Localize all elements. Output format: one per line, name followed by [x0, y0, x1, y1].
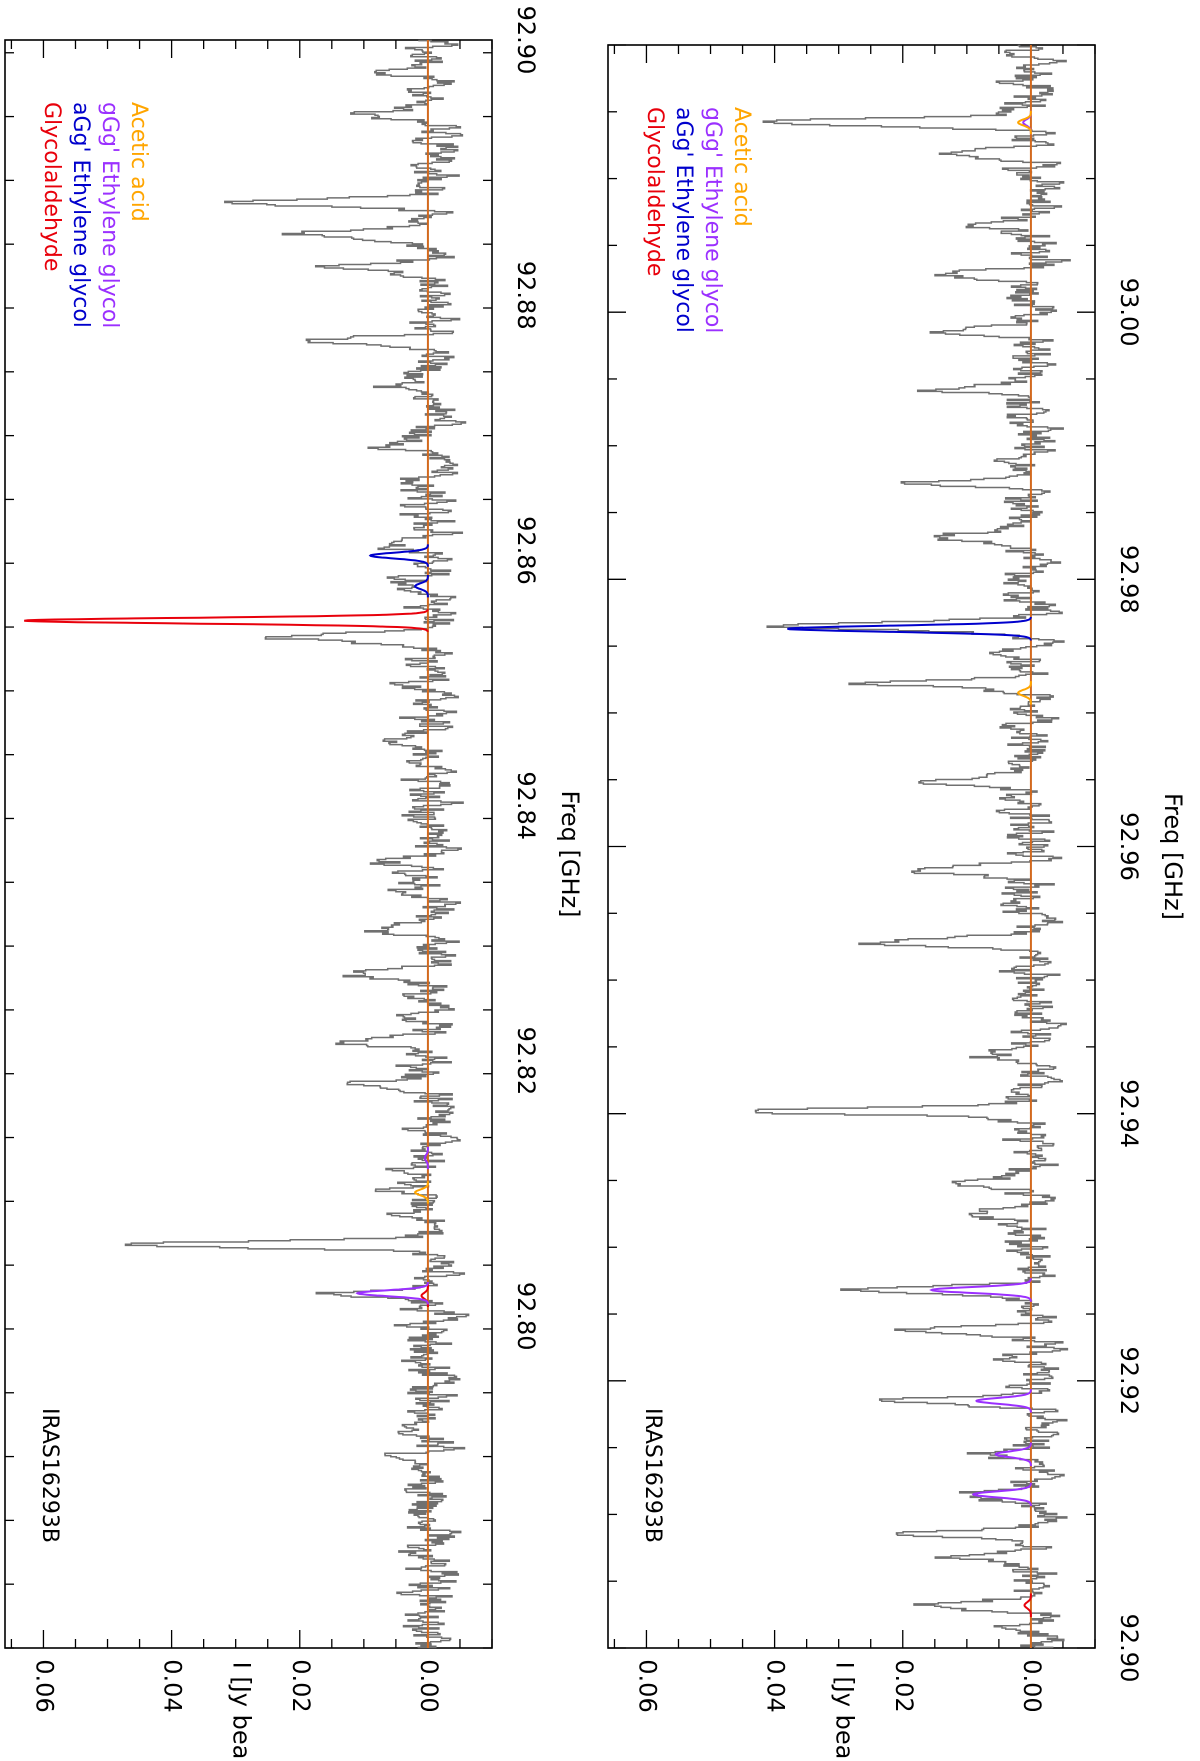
legend-entry: Glycolaldehyde	[642, 107, 667, 276]
observed-spectrum-line	[754, 44, 1071, 1649]
intensity-tick-label: 0.02	[890, 1659, 918, 1712]
freq-tick-label: 92.86	[512, 516, 540, 585]
freq-tick-label: 92.80	[512, 1282, 540, 1351]
freq-axis-title: Freq [GHz]	[556, 791, 584, 918]
model-line-ggg-ethylene-glycol	[994, 1442, 1032, 1467]
legend-entry: Glycolaldehyde	[39, 102, 64, 271]
legend-entry: aGg' Ethylene glycol	[68, 102, 93, 328]
intensity-tick-label: 0.06	[633, 1659, 661, 1712]
freq-tick-label: 92.84	[512, 771, 540, 840]
freq-tick-label: 92.98	[1115, 545, 1143, 614]
legend-entry: gGg' Ethylene glycol	[700, 107, 725, 333]
intensity-tick-label: 0.04	[159, 1659, 187, 1712]
model-line-agg-ethylene-glycol	[414, 575, 429, 598]
freq-tick-label: 93.00	[1115, 278, 1143, 347]
intensity-tick-label: 0.02	[287, 1659, 315, 1712]
freq-tick-label: 92.92	[1115, 1346, 1143, 1415]
legend-entry: gGg' Ethylene glycol	[97, 102, 122, 328]
source-label: IRAS16293B	[640, 1408, 665, 1543]
freq-tick-label: 92.82	[512, 1027, 540, 1096]
intensity-axis-title: I [Jy beam⁻¹]	[228, 1662, 256, 1761]
intensity-tick-label: 0.00	[1018, 1659, 1046, 1712]
plot-frame	[4, 39, 493, 1649]
model-line-ggg-ethylene-glycol	[355, 1282, 429, 1305]
freq-tick-label: 92.90	[512, 6, 540, 75]
model-line-ggg-ethylene-glycol	[975, 1389, 1032, 1413]
legend-entry: Acetic acid	[729, 107, 754, 227]
intensity-tick-label: 0.06	[30, 1659, 58, 1712]
model-line-agg-ethylene-glycol	[368, 544, 429, 567]
freq-tick-label: 92.94	[1115, 1079, 1143, 1148]
spectrum-panel-bottom: 92.90 92.92 92.94 92.96 92.98 93.00 0.00 0.02 0.…	[607, 44, 1187, 1761]
intensity-tick-label: 0.00	[415, 1659, 443, 1712]
intensity-tick-label: 0.04	[762, 1659, 790, 1712]
model-line-acetic-acid	[1017, 110, 1032, 135]
legend-entry: aGg' Ethylene glycol	[671, 107, 696, 333]
observed-spectrum-line	[124, 39, 470, 1649]
model-line-acetic-acid	[1017, 681, 1032, 705]
spectrum-panel-top: 92.80 92.82 92.84 92.86 92.88 92.90 0.00 0.02 0.…	[4, 6, 584, 1761]
model-line-ggg-ethylene-glycol	[929, 1278, 1032, 1302]
model-line-agg-ethylene-glycol	[787, 617, 1032, 641]
model-line-ggg-ethylene-glycol	[971, 1482, 1032, 1507]
legend-entry: Acetic acid	[126, 102, 151, 222]
model-line-acetic-acid	[414, 1181, 429, 1204]
freq-tick-label: 92.96	[1115, 812, 1143, 881]
freq-axis-title: Freq [GHz]	[1159, 793, 1187, 920]
freq-tick-label: 92.90	[1115, 1614, 1143, 1683]
intensity-axis-title: I [Jy beam⁻¹]	[831, 1662, 859, 1761]
model-line-glycolaldehyde	[1023, 1593, 1032, 1617]
model-line-glycolaldehyde	[24, 609, 429, 633]
model-line-ggg-ethylene-glycol	[423, 1146, 429, 1170]
freq-tick-label: 92.88	[512, 261, 540, 330]
source-label: IRAS16293B	[37, 1408, 62, 1543]
